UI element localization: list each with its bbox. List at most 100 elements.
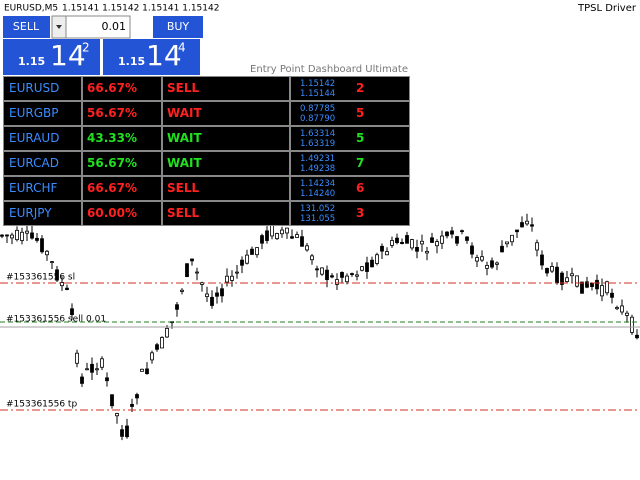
candle (140, 368, 144, 372)
candle (205, 293, 209, 297)
candle (55, 269, 59, 281)
cell (290, 101, 410, 126)
signal: WAIT (167, 156, 202, 170)
candle (450, 230, 454, 235)
cell (290, 176, 410, 201)
candle (610, 292, 614, 298)
cell (3, 126, 82, 151)
candle (585, 281, 589, 288)
candle (255, 247, 259, 256)
candle (110, 394, 114, 407)
candle (405, 235, 409, 244)
candle (615, 307, 619, 310)
bid: 0.87785 (300, 104, 335, 114)
sell-button[interactable] (3, 16, 50, 38)
candle (210, 296, 214, 306)
candle (600, 285, 604, 297)
candle (340, 272, 344, 278)
candle (300, 236, 304, 247)
bid: 1.49231 (300, 154, 335, 164)
count: 3 (356, 206, 364, 220)
candle (120, 429, 124, 437)
candle (220, 288, 224, 297)
candle (515, 229, 519, 233)
candle (135, 394, 139, 399)
candle (420, 240, 424, 245)
ask: 0.87790 (300, 114, 335, 124)
signal: WAIT (167, 106, 202, 120)
candle (580, 281, 584, 294)
candle (10, 234, 14, 239)
sell-big: 14 (50, 39, 86, 72)
count: 7 (356, 156, 364, 170)
cell (290, 151, 410, 176)
candle (485, 265, 489, 269)
candle (105, 377, 109, 382)
candle (630, 316, 634, 333)
candle (445, 231, 449, 237)
symbol: EURUSD,M5 (4, 4, 58, 14)
candle (335, 279, 339, 285)
candle (605, 281, 609, 294)
cell (3, 176, 82, 201)
cell (162, 201, 290, 226)
bid: 1.63314 (300, 129, 335, 139)
symbol: EURAUD (9, 131, 59, 145)
count: 2 (356, 81, 364, 95)
candle (250, 248, 254, 255)
candle (225, 275, 229, 283)
candle (75, 352, 79, 364)
candle (230, 275, 234, 281)
cell (162, 126, 290, 151)
cell (82, 101, 162, 126)
candle (15, 229, 19, 241)
candle (475, 257, 479, 262)
candle (540, 254, 544, 266)
ask: 1.15144 (300, 89, 335, 99)
symbol: EURUSD (9, 81, 59, 95)
cell (82, 176, 162, 201)
candle (465, 236, 469, 241)
candle (265, 230, 269, 241)
buy-small: 4 (178, 41, 186, 55)
candle (455, 236, 459, 244)
buy-prefix: 1.15 (118, 55, 145, 68)
bid: 1.15142 (300, 79, 335, 89)
candle (60, 282, 64, 287)
candle (560, 272, 564, 285)
percent: 60.00% (87, 206, 137, 220)
candle (550, 266, 554, 272)
candle (95, 368, 99, 371)
percent: 66.67% (87, 181, 137, 195)
tp-label: #153361556 tp (6, 400, 77, 410)
candle (245, 254, 249, 264)
candle (310, 255, 314, 261)
candle (190, 258, 194, 262)
buy-price-box[interactable] (103, 39, 200, 75)
cell (82, 76, 162, 101)
candle (260, 235, 264, 244)
candle (275, 233, 279, 240)
sell-price-box[interactable] (3, 39, 100, 75)
candle (510, 234, 514, 243)
candle (5, 234, 9, 237)
candle (570, 273, 574, 277)
cell (290, 201, 410, 226)
candle (30, 232, 34, 239)
candle (520, 222, 524, 228)
candle (460, 230, 464, 233)
candle (45, 250, 49, 256)
signal: SELL (167, 206, 199, 220)
cell (290, 76, 410, 101)
candle (530, 224, 534, 227)
candle (85, 368, 89, 371)
signal: SELL (167, 181, 199, 195)
candle (545, 267, 549, 274)
candle (145, 368, 149, 375)
buy-button[interactable] (153, 16, 203, 38)
candle (165, 327, 169, 338)
candle (90, 363, 94, 373)
candle (430, 237, 434, 243)
